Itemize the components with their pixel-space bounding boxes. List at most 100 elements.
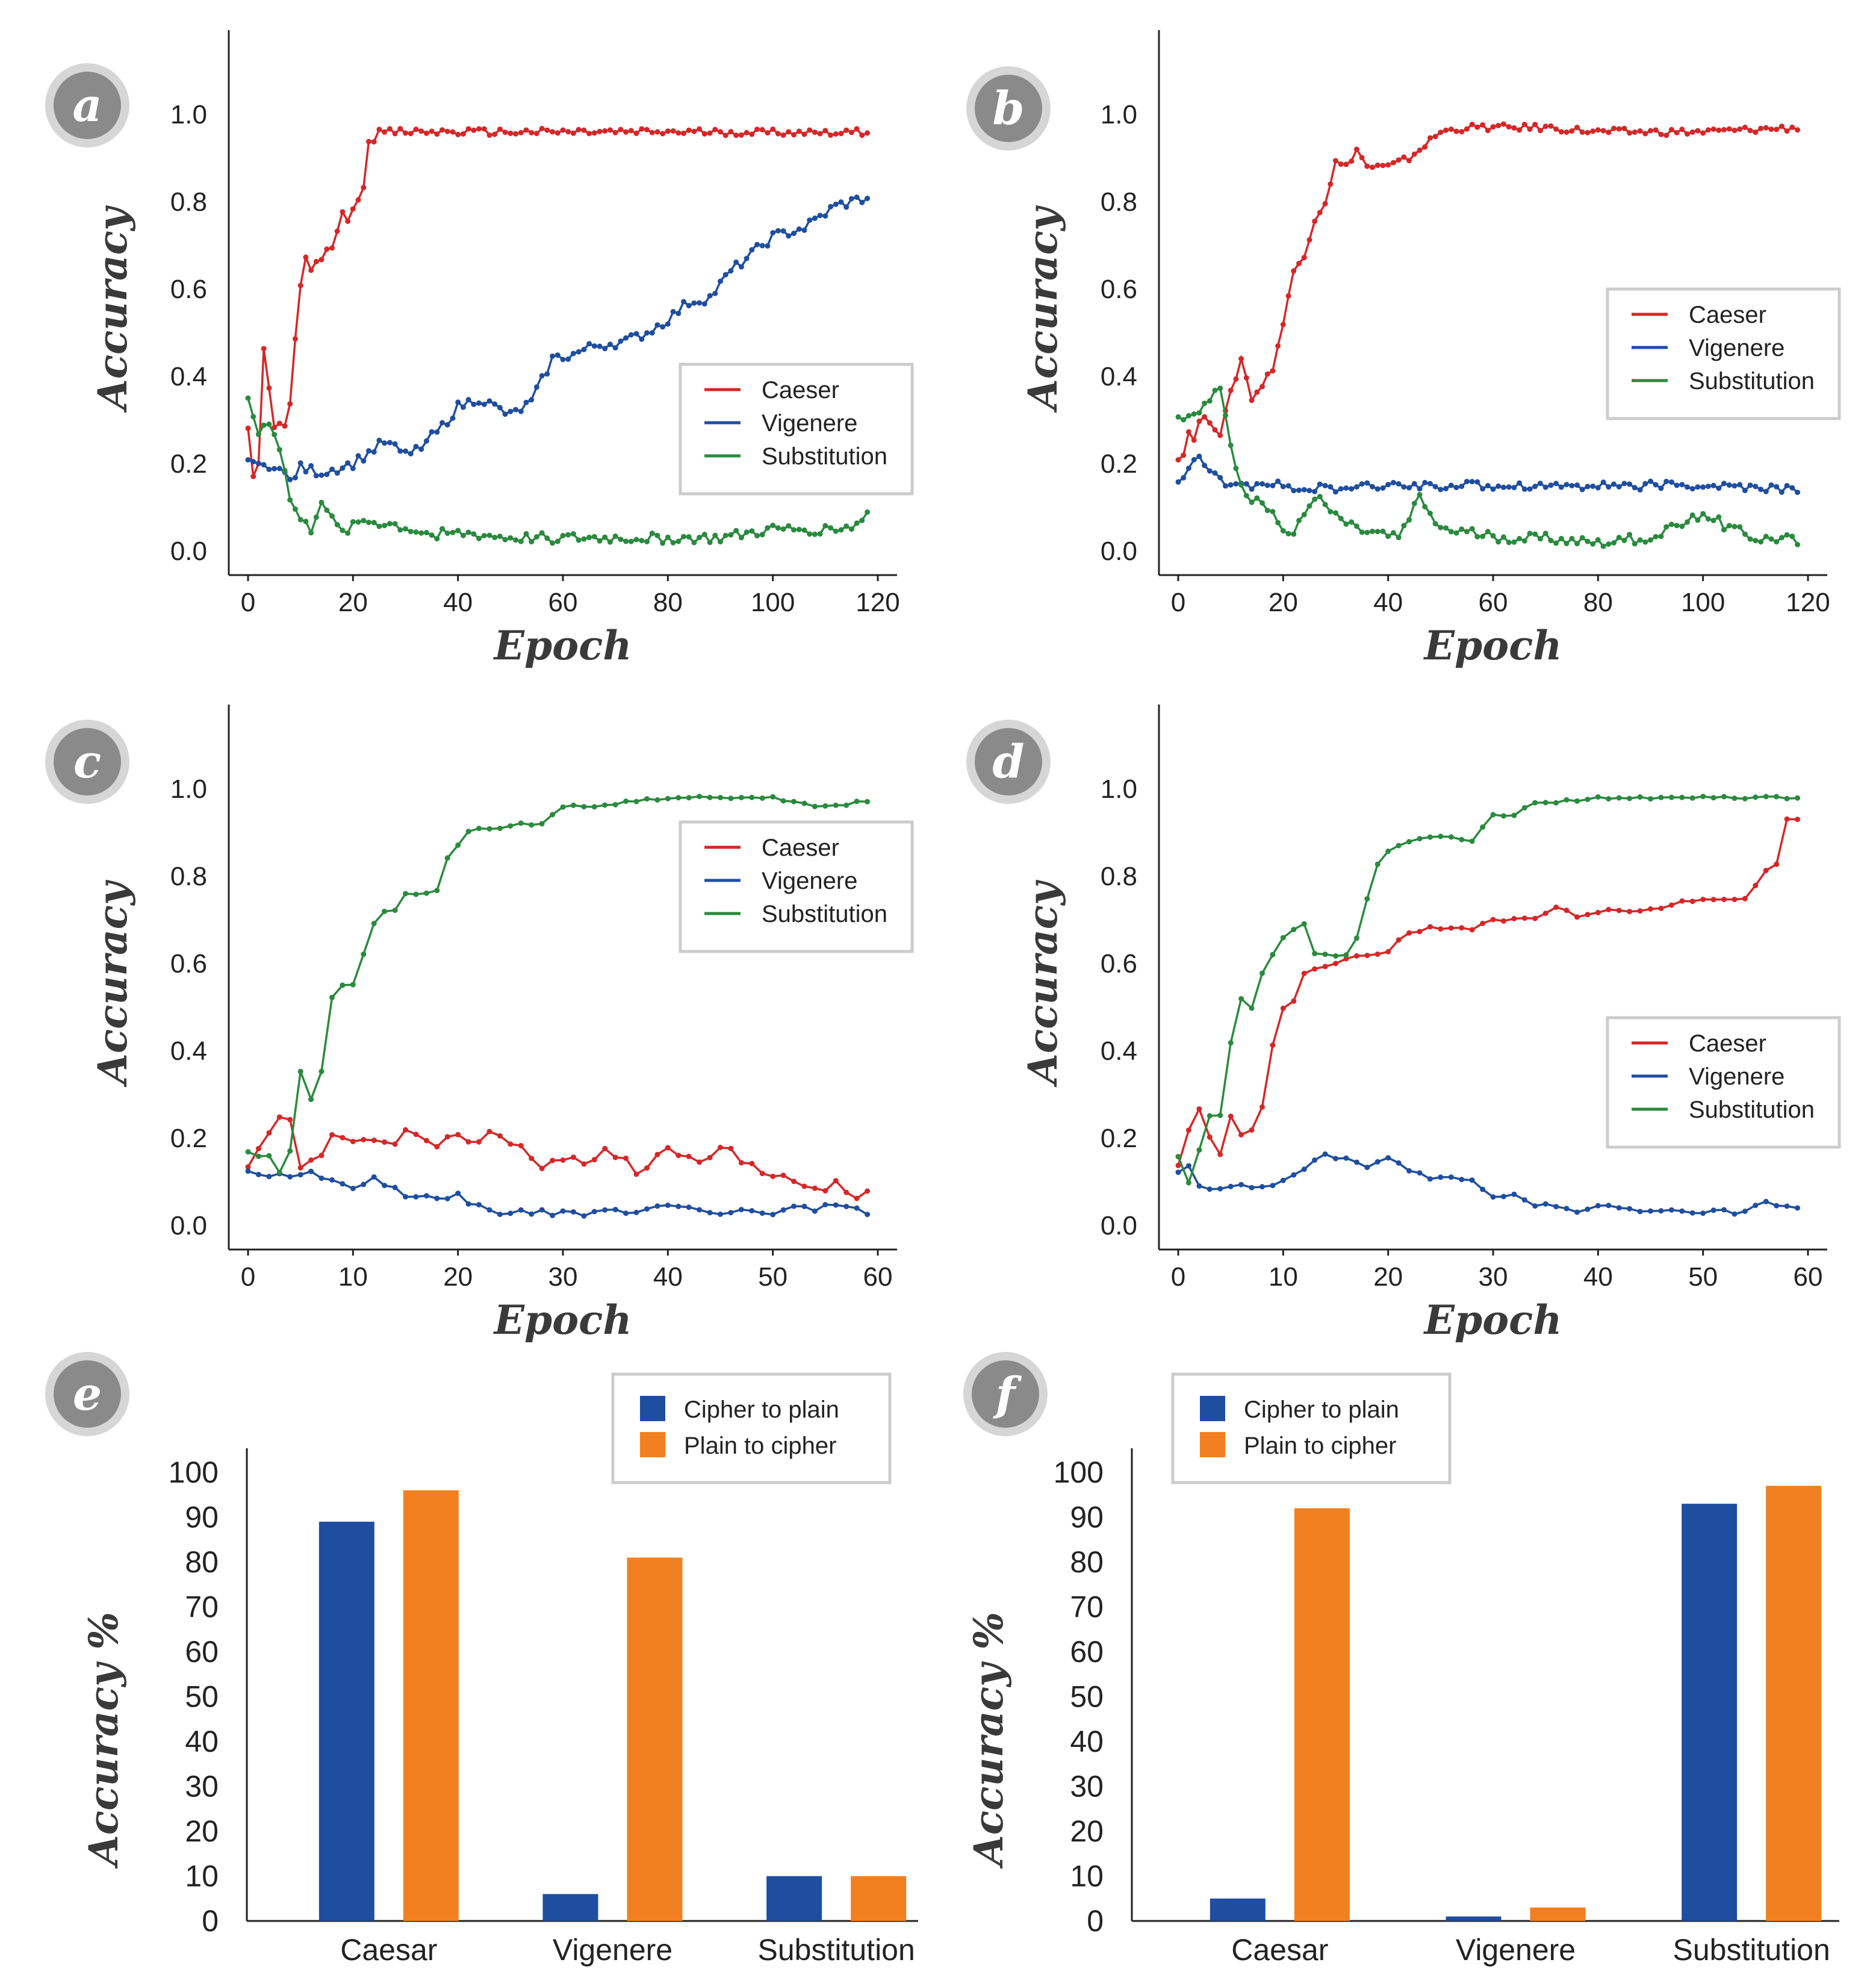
data-point (1459, 1177, 1465, 1183)
data-point (822, 1202, 828, 1207)
data-point (476, 826, 482, 832)
data-point (712, 290, 718, 296)
y-tick-label: 10 (1070, 1860, 1104, 1893)
data-point (529, 1211, 535, 1217)
chart-b: 0.0 0.2 0.4 0.6 0.8 1.0 0 20 40 60 80 100 120 Epoch Ac… (1019, 30, 1841, 669)
data-point (1469, 479, 1475, 485)
data-point (1732, 795, 1738, 802)
data-point (865, 130, 871, 136)
data-point (1353, 523, 1359, 529)
data-point (539, 373, 545, 379)
data-point (1537, 128, 1543, 134)
data-point (297, 282, 303, 288)
series-caeser (245, 1114, 871, 1201)
data-point (701, 131, 707, 137)
data-point (1181, 417, 1187, 423)
data-point (1679, 523, 1685, 529)
data-point (628, 128, 634, 134)
data-point (843, 127, 849, 133)
data-point (665, 795, 671, 802)
data-point (822, 803, 828, 809)
data-point (1207, 468, 1213, 474)
x-tick-label: 20 (443, 1262, 473, 1292)
data-point (1427, 135, 1433, 141)
data-point (1464, 529, 1470, 535)
data-point (1600, 128, 1606, 134)
data-point (801, 1183, 807, 1189)
data-point (1784, 483, 1790, 488)
data-point (1648, 128, 1653, 134)
data-point (1438, 525, 1444, 531)
data-point (413, 891, 419, 897)
data-point (686, 1204, 692, 1210)
data-point (722, 532, 728, 538)
data-point (1527, 531, 1533, 537)
data-point (508, 823, 514, 829)
data-point (570, 1154, 576, 1160)
data-point (728, 795, 734, 802)
data-point (334, 521, 340, 528)
data-point (770, 126, 776, 132)
data-point (1532, 1203, 1538, 1209)
data-point (382, 1183, 388, 1189)
data-point (633, 1171, 639, 1177)
data-point (791, 132, 797, 138)
data-point (749, 1160, 755, 1166)
data-point (1637, 794, 1643, 800)
data-point (1259, 1184, 1265, 1190)
data-point (728, 1145, 734, 1151)
data-point (1438, 926, 1444, 932)
data-point (1207, 1186, 1213, 1192)
data-point (1511, 485, 1517, 491)
data-point (1296, 487, 1302, 493)
data-point (1385, 162, 1391, 168)
y-tick-label: 1.0 (170, 100, 207, 129)
badge-disc (54, 72, 121, 139)
bar-cipher-to-plain (766, 1876, 822, 1921)
data-point (833, 1202, 839, 1208)
data-point (1674, 129, 1680, 135)
data-point (1595, 537, 1601, 543)
data-point (1312, 1157, 1318, 1163)
data-point (728, 532, 734, 538)
legend-label: Cipher to plain (684, 1396, 839, 1423)
data-point (1621, 537, 1627, 543)
data-point (1349, 158, 1355, 164)
data-point (1658, 1208, 1664, 1214)
data-point (392, 907, 398, 914)
data-point (554, 130, 561, 136)
data-point (444, 1134, 450, 1140)
data-point (1689, 512, 1695, 518)
data-point (1795, 490, 1801, 496)
data-point (250, 414, 256, 420)
data-point (1716, 485, 1722, 491)
data-point (1322, 201, 1328, 207)
data-point (1500, 813, 1506, 819)
data-point (1795, 541, 1801, 547)
data-point (1621, 481, 1627, 487)
data-point (1359, 155, 1365, 161)
data-point (644, 330, 650, 336)
data-point (686, 534, 692, 540)
data-point (1238, 356, 1244, 362)
data-point (272, 425, 278, 431)
data-point (1585, 484, 1591, 490)
data-point (523, 127, 529, 133)
data-point (670, 540, 676, 546)
data-point (1527, 486, 1533, 492)
series-vigenere (1175, 1151, 1801, 1217)
data-point (1254, 481, 1260, 487)
data-point (308, 267, 314, 273)
data-point (397, 448, 403, 454)
data-point (843, 1189, 849, 1195)
series-caeser (1175, 816, 1801, 1168)
data-point (591, 1157, 597, 1163)
data-point (628, 538, 634, 544)
x-tick-label: 60 (1794, 1262, 1823, 1292)
data-point (539, 1165, 545, 1171)
data-point (1668, 126, 1674, 132)
data-point (759, 126, 765, 132)
data-point (1396, 1160, 1402, 1166)
data-point (544, 127, 550, 133)
data-point (403, 1194, 408, 1200)
